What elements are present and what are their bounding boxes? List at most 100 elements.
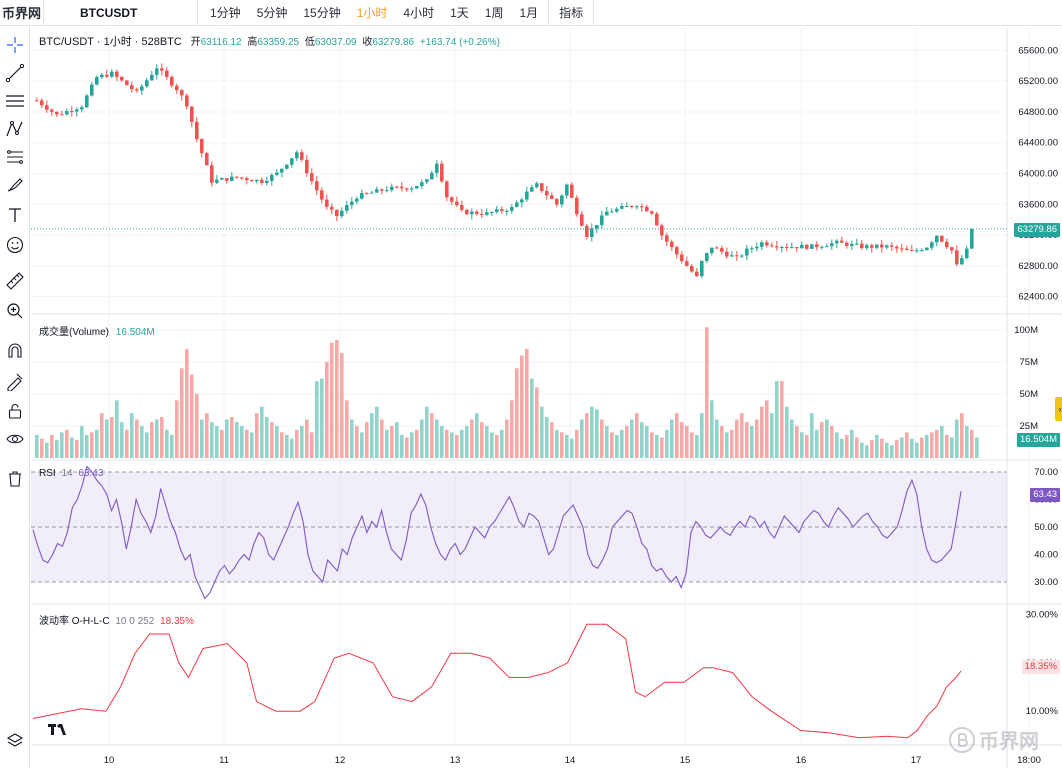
volatility-legend: 波动率 O-H-L-C 10 0 252 18.35% [39,612,194,627]
watermark-text: 币界网 [979,731,1039,753]
volume-bar [800,432,804,458]
candle-body [355,198,359,202]
volume-bar [595,409,599,458]
eye-icon[interactable] [0,426,30,452]
timeframe-7[interactable]: 1月 [519,6,539,20]
toolbar-divider [593,0,595,26]
volume-bar [400,434,404,458]
volume-axis-label: 100M [1014,325,1038,336]
timeframe-1[interactable]: 5分钟 [256,6,288,20]
volume-bar [880,438,884,458]
lock-icon[interactable] [0,398,30,424]
volume-bar [485,425,489,458]
timeframe-4[interactable]: 4小时 [403,6,435,20]
candle-body [930,242,934,248]
volume-bar [695,434,699,458]
horizontal-lines-icon[interactable] [0,88,30,114]
fib-icon[interactable] [0,144,30,170]
legend-low: 63037.09 [314,37,357,48]
volume-bar [945,434,949,458]
candle-body [375,189,379,193]
volume-bar [720,425,724,458]
candle-body [650,211,654,214]
candle-body [110,71,114,77]
timeframe-5[interactable]: 1天 [450,6,469,20]
candle-body [660,225,664,236]
volume-bar [975,437,979,458]
volume-bar [855,437,859,458]
candle-body [380,189,384,191]
volume-bar [490,432,494,458]
timeframe-0[interactable]: 1分钟 [210,6,241,20]
candle-body [265,180,269,183]
magnet-icon[interactable] [0,338,30,364]
volume-bar [935,429,939,458]
volume-bar [680,422,684,458]
timeframe-2[interactable]: 15分钟 [303,6,341,20]
zoom-in-icon[interactable] [0,298,30,324]
volatility-legend-params: 10 0 252 [115,616,155,627]
candle-body [260,179,264,183]
volume-bar [170,434,174,458]
tv-logo-icon[interactable] [47,721,69,737]
layers-icon[interactable] [0,728,30,754]
volume-bar [185,349,189,458]
volume-bar [535,387,539,458]
candle-body [840,240,844,243]
candle-body [325,199,329,207]
volume-bar [790,419,794,458]
volume-bar [910,438,914,458]
volume-bar [335,340,339,458]
volume-bar [635,413,639,458]
candle-body [465,209,469,215]
candle-body [270,174,274,181]
volume-bar [590,406,594,458]
volume-bar [530,378,534,458]
volume-bar [730,429,734,458]
candle-body [700,260,704,277]
candle-body [665,235,669,242]
volume-bar [405,437,409,458]
lock-draw-icon[interactable] [0,368,30,394]
trend-line-icon[interactable] [0,60,30,86]
symbol-selector[interactable]: BTCUSDT [44,0,198,26]
candle-body [950,247,954,251]
timeframe-3[interactable]: 1小时 [356,6,388,20]
volume-bar [740,413,744,458]
volume-bar [520,355,524,458]
candle-body [170,76,174,86]
volume-bar [115,400,119,458]
scroll-right-button[interactable]: › [1055,397,1062,421]
legend-high-label: 高 [247,37,258,48]
candle-body [245,178,249,181]
chart-canvas[interactable]: 10 11 12 13 14 15 16 17 18:00 65600.00 65200.00 648… [31,27,1062,768]
volume-bar [630,419,634,458]
indicators-button[interactable]: 指标 [559,6,584,20]
volume-bar [850,429,854,458]
emoji-icon[interactable] [0,232,30,258]
candle-body [235,176,239,178]
timeframe-6[interactable]: 1周 [484,6,504,20]
trash-icon[interactable] [0,466,30,492]
volume-bar [715,419,719,458]
volatility-line [32,623,962,739]
volume-axis-label: 75M [1020,357,1039,368]
pattern-icon[interactable] [0,116,30,142]
volume-bar [875,434,879,458]
candle-body [690,266,694,272]
candle-body [410,188,414,190]
ruler-icon[interactable] [0,268,30,294]
volume-bar [235,422,239,458]
text-icon[interactable] [0,202,30,228]
candle-body [130,85,134,90]
chart-container[interactable]: 10 11 12 13 14 15 16 17 18:00 65600.00 65200.00 648… [31,27,1062,768]
volume-bar [160,416,164,458]
volume-bar [585,413,589,458]
brush-icon[interactable] [0,172,30,198]
site-logo[interactable]: 币界网 [0,0,44,26]
candle-body [530,187,534,192]
last-rsi-tag: 63.43 [1030,488,1060,502]
legend-change: +163.74 (+0.26%) [419,37,500,48]
crosshair-icon[interactable] [0,32,30,58]
volume-bar [415,429,419,458]
